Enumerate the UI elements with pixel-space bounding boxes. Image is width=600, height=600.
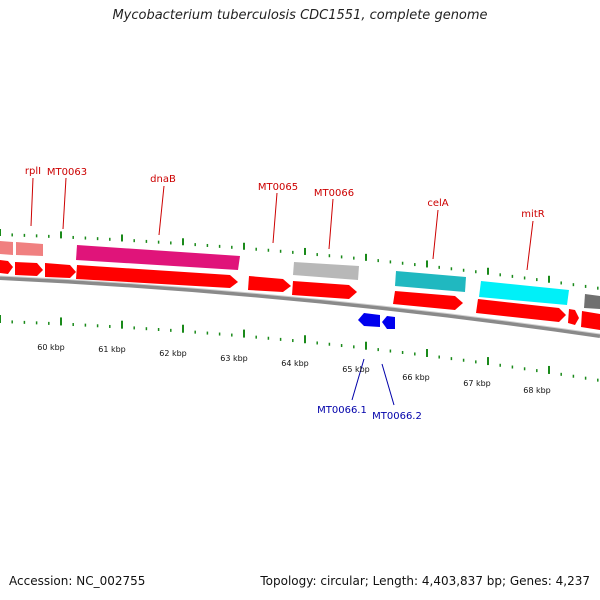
- pointer-MT0063: [62, 177, 67, 230]
- feature-box-next[interactable]: [584, 294, 600, 309]
- pointer-mitR: [526, 220, 534, 271]
- scale-label-63: 63 kbp: [220, 354, 248, 363]
- gene-label-MT0066.2[interactable]: MT0066.2: [372, 411, 422, 422]
- pointer-MT0065: [272, 192, 278, 244]
- feature-box-dnaB[interactable]: [76, 245, 240, 270]
- gene-label-celA[interactable]: celA: [427, 198, 448, 209]
- feature-box-mitR[interactable]: [479, 281, 569, 305]
- pointer-MT0066.2: [381, 363, 395, 406]
- genome-backbone: [0, 276, 600, 338]
- scale-label-66: 66 kbp: [402, 373, 430, 382]
- pointer-MT0066.1: [351, 358, 365, 401]
- topology-text: Topology: circular; Length: 4,403,837 bp…: [260, 574, 590, 588]
- gene-arrow-MT0063[interactable]: [45, 263, 76, 278]
- feature-box-rplI-left[interactable]: [0, 241, 13, 255]
- pointer-MT0066: [328, 198, 334, 250]
- pointer-celA: [432, 209, 439, 260]
- scale-label-60: 60 kbp: [37, 343, 65, 352]
- gene-arrow-MT0066.1[interactable]: [358, 313, 380, 327]
- gene-arrow-MT0065[interactable]: [248, 276, 291, 292]
- scale-label-67: 67 kbp: [463, 379, 491, 388]
- gene-label-rplI[interactable]: rplI: [25, 166, 41, 177]
- feature-box-celA[interactable]: [395, 271, 466, 292]
- gene-arrow-track: [0, 260, 600, 330]
- gene-labels: rplI MT0063 dnaB MT0065 MT0066 celA mitR…: [25, 166, 545, 422]
- reverse-strand-features: [358, 313, 395, 329]
- scale-tick-row: [0, 315, 599, 382]
- pointer-dnaB: [158, 185, 165, 236]
- feature-box-MT0066[interactable]: [293, 262, 359, 280]
- map-title: Mycobacterium tuberculosis CDC1551, comp…: [112, 8, 488, 23]
- gene-arrow-small[interactable]: [568, 309, 579, 325]
- gene-label-MT0063[interactable]: MT0063: [47, 167, 87, 178]
- gene-label-MT0066.1[interactable]: MT0066.1: [317, 405, 367, 416]
- scale-label-62: 62 kbp: [159, 349, 187, 358]
- outer-tick-row: [0, 229, 599, 290]
- scale-labels: 60 kbp 61 kbp 62 kbp 63 kbp 64 kbp 65 kb…: [37, 343, 551, 395]
- label-pointers: [30, 177, 534, 406]
- scale-label-65: 65 kbp: [342, 365, 370, 374]
- feature-track-upper: [0, 241, 600, 309]
- scale-label-68: 68 kbp: [523, 386, 551, 395]
- gene-label-MT0066[interactable]: MT0066: [314, 188, 354, 199]
- scale-label-64: 64 kbp: [281, 359, 309, 368]
- accession-text: Accession: NC_002755: [9, 574, 146, 588]
- gene-label-MT0065[interactable]: MT0065: [258, 182, 298, 193]
- gene-arrow-MT0066[interactable]: [292, 281, 357, 299]
- genome-backbone-highlight: [0, 275, 600, 335]
- gene-arrow-celA[interactable]: [393, 291, 463, 310]
- gene-arrow-dnaB[interactable]: [76, 265, 238, 288]
- gene-label-mitR[interactable]: mitR: [521, 209, 544, 220]
- gene-arrow-MT0066.2[interactable]: [382, 316, 395, 329]
- gene-arrow-mitR[interactable]: [476, 299, 566, 322]
- gene-label-dnaB[interactable]: dnaB: [150, 174, 176, 185]
- scale-label-61: 61 kbp: [98, 345, 126, 354]
- gene-arrow-rplI-left[interactable]: [0, 260, 13, 274]
- gene-arrow-next[interactable]: [581, 311, 600, 330]
- feature-box-rplI[interactable]: [16, 242, 43, 256]
- gene-arrow-rplI[interactable]: [15, 262, 43, 276]
- pointer-rplI: [30, 177, 34, 227]
